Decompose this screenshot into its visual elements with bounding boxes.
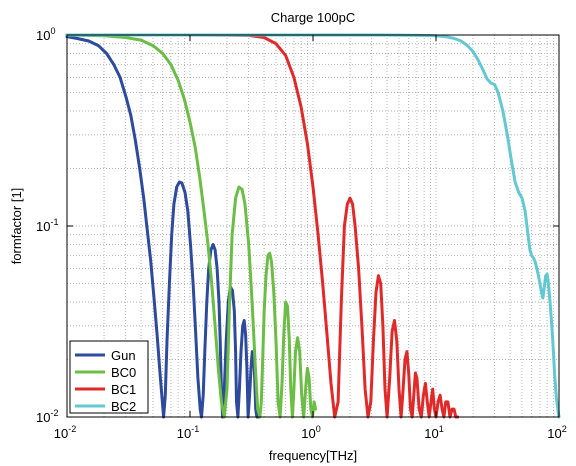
x-tick-label: 101 bbox=[424, 424, 443, 441]
x-axis-label: frequency[THz] bbox=[269, 448, 357, 463]
x-tick-label: 100 bbox=[301, 424, 320, 441]
legend-label-bc2: BC2 bbox=[111, 399, 136, 414]
series-layer bbox=[65, 33, 561, 419]
legend-label-bc0: BC0 bbox=[111, 365, 136, 380]
series-line-bc1 bbox=[65, 33, 460, 419]
y-tick-label: 100 bbox=[36, 26, 55, 43]
legend-label-gun: Gun bbox=[111, 348, 136, 363]
legend-box bbox=[69, 340, 149, 414]
series-line-gun bbox=[65, 35, 260, 419]
x-tick-label: 10-2 bbox=[54, 424, 76, 441]
y-axis-label: formfactor [1] bbox=[9, 188, 24, 265]
x-tick-exponent: 2 bbox=[562, 424, 567, 434]
chart-title: Charge 100pC bbox=[271, 10, 356, 25]
x-tick-exponent: 1 bbox=[439, 424, 444, 434]
y-tick-label: 10-1 bbox=[36, 217, 58, 234]
legend: Gun BC0 BC1 BC2 bbox=[69, 340, 149, 414]
x-tick-exponent: -2 bbox=[68, 424, 76, 434]
x-tick-exponent: 0 bbox=[316, 424, 321, 434]
x-tick-label: 102 bbox=[547, 424, 566, 441]
x-tick-exponent: -1 bbox=[191, 424, 199, 434]
legend-label-bc1: BC1 bbox=[111, 382, 136, 397]
y-tick-exponent: -1 bbox=[50, 217, 58, 227]
x-tick-label: 10-1 bbox=[177, 424, 199, 441]
y-tick-exponent: 0 bbox=[50, 26, 55, 36]
y-tick-exponent: -2 bbox=[50, 408, 58, 418]
series-line-bc0 bbox=[65, 33, 318, 419]
y-tick-label: 10-2 bbox=[36, 408, 58, 425]
series-line-bc2 bbox=[65, 33, 561, 419]
